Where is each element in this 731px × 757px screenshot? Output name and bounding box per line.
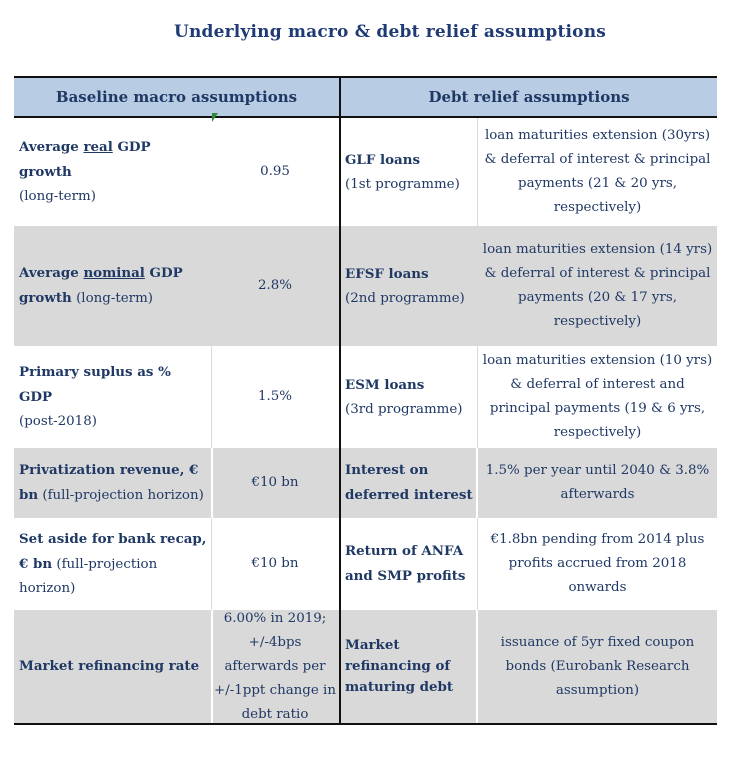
macro-value: 2.8% (211, 226, 339, 346)
debt-label: GLF loans (1st programme) (345, 151, 460, 192)
table-row: Primary suplus as % GDP (post-2018) 1.5% … (14, 346, 717, 448)
header-baseline-macro: Baseline macro assumptions (14, 78, 339, 116)
macro-value: 0.95 (260, 164, 290, 179)
debt-label: EFSF loans (2nd programme) (341, 226, 478, 346)
macro-label: Primary suplus as % GDP (post-2018) (19, 364, 171, 429)
debt-value: 1.5% per year until 2040 & 3.8% afterwar… (478, 448, 717, 518)
debt-value: issuance of 5yr fixed coupon bonds (Euro… (478, 610, 717, 723)
table-row: Average nominal GDP growth (long-term) 2… (14, 226, 717, 346)
table-row: Market refinancing rate 6.00% in 2019; +… (14, 610, 717, 723)
macro-value: 6.00% in 2019; +/-4bps afterwards per +/… (211, 610, 339, 723)
debt-value: loan maturities extension (14 yrs) & def… (478, 226, 717, 346)
table-row: Privatization revenue, € bn (full-projec… (14, 448, 717, 518)
macro-label: Average real GDP growth (long-term) (19, 139, 151, 204)
macro-value: 1.5% (257, 389, 293, 404)
debt-label: ESM loans (3rd programme) (345, 376, 463, 417)
debt-value: €1.8bn pending from 2014 plus profits ac… (490, 532, 705, 595)
debt-value: loan maturities extension (30yrs) & defe… (484, 128, 711, 215)
debt-label: Return of ANFA and SMP profits (345, 543, 466, 584)
debt-value: loan maturities extension (10 yrs) & def… (482, 353, 713, 440)
macro-label: Set aside for bank recap, € bn (full-pro… (19, 531, 207, 596)
assumptions-table: Baseline macro assumptions Debt relief a… (14, 76, 717, 725)
debt-label: Market refinancing of maturing debt (341, 610, 478, 723)
macro-value: €10 bn (251, 556, 299, 571)
macro-value: €10 bn (211, 448, 339, 518)
macro-label: Market refinancing rate (14, 610, 211, 723)
header-debt-relief: Debt relief assumptions (341, 78, 717, 116)
comment-marker-icon (212, 113, 218, 122)
debt-label: Interest on deferred interest (341, 448, 478, 518)
page-title: Underlying macro & debt relief assumptio… (173, 22, 607, 42)
table-row: Set aside for bank recap, € bn (full-pro… (14, 518, 717, 610)
macro-label: Privatization revenue, € bn (full-projec… (14, 448, 211, 518)
table-row: Average real GDP growth (long-term) 0.95 … (14, 118, 717, 226)
macro-label: Average nominal GDP growth (long-term) (14, 226, 211, 346)
